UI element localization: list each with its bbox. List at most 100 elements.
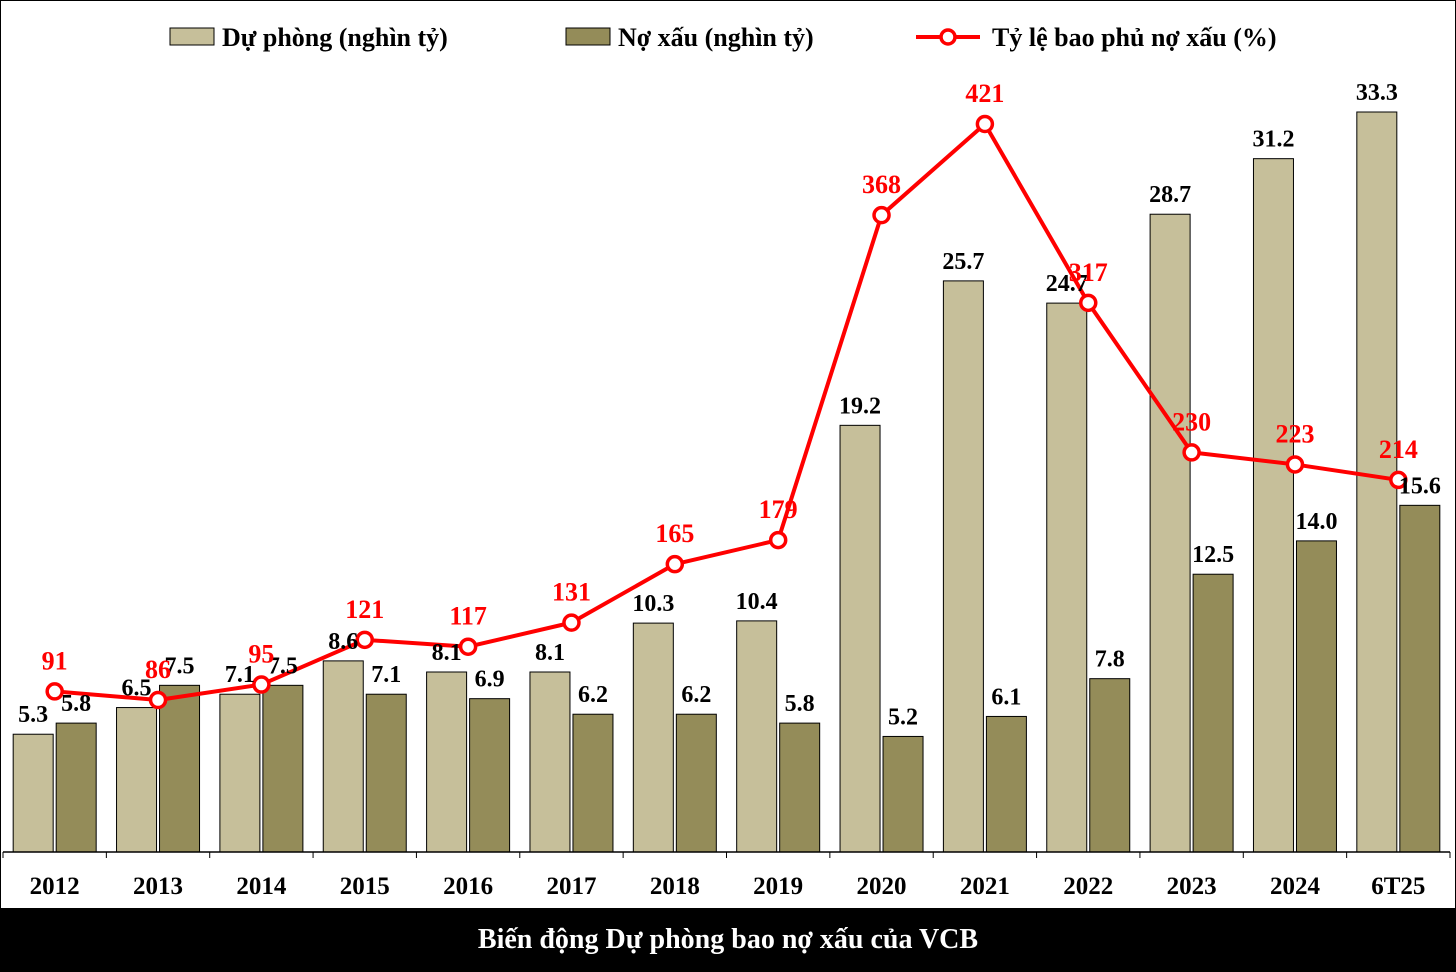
legend: Dự phòng (nghìn tỷ) Nợ xấu (nghìn tỷ) Tỷ… [169,23,1277,52]
bar-npl-2018 [675,713,717,853]
label-provision-2021: 25.7 [942,249,984,275]
bar-provision-2013 [116,707,158,853]
coverage-point-2019 [768,530,788,550]
bar-provision-2015 [322,660,364,853]
label-npl-2012: 5.8 [61,691,91,717]
label-coverage-2012: 91 [42,646,68,675]
label-coverage-2017: 131 [552,578,591,607]
label-npl-2017: 6.2 [578,682,608,708]
legend-marker-coverage [939,28,957,46]
bar-npl-2019 [779,722,821,853]
bar-npl-2020 [882,735,924,853]
coverage-point-2014 [252,675,271,694]
bar-npl-2013 [159,684,201,853]
label-provision-2022: 24.7 [1046,271,1088,297]
chart-canvas: Dự phòng (nghìn tỷ) Nợ xấu (nghìn tỷ) Tỷ… [2,23,1451,900]
chart-caption: Biến động Dự phòng bao nợ xấu của VCB [0,908,1456,972]
coverage-point-2015 [355,630,374,650]
coverage-point-2020 [872,205,891,225]
coverage-point-2024 [1285,455,1305,474]
label-provision-2019: 10.4 [736,589,778,615]
bar-npl-2016 [469,698,511,853]
label-provision-2020: 19.2 [839,393,881,419]
coverage-point-6T25 [1389,470,1408,490]
label-npl-2024: 14.0 [1295,509,1337,535]
legend-label-coverage: Tỷ lệ bao phủ nợ xấu (%) [992,23,1277,52]
bar-provision-2022 [1046,302,1088,853]
label-coverage-6T25: 214 [1379,435,1418,464]
bar-provision-2016 [426,671,468,853]
x-tick-label-2024: 2024 [1270,873,1321,900]
bar-npl-2023 [1192,573,1234,853]
x-tick-label-6T25: 6T25 [1371,873,1425,900]
label-provision-2013: 6.5 [122,676,152,702]
legend-swatch-provision [169,27,215,46]
bar-npl-2015 [365,693,407,853]
x-tick-label-2012: 2012 [30,873,80,900]
label-coverage-2022: 317 [1069,258,1108,287]
x-tick-label-2018: 2018 [650,873,700,900]
label-coverage-2019: 179 [759,495,798,524]
legend-label-npl: Nợ xấu (nghìn tỷ) [618,23,814,52]
label-coverage-2021: 421 [965,79,1004,108]
coverage-point-2012 [45,682,64,701]
bar-npl-2014 [262,684,304,853]
label-npl-6T25: 15.6 [1399,473,1441,499]
bar-npl-2022 [1089,678,1131,853]
label-coverage-2015: 121 [345,595,384,624]
coverage-point-2013 [148,690,168,710]
label-npl-2013: 7.5 [165,653,195,679]
label-provision-2024: 31.2 [1252,127,1294,153]
label-npl-2016: 6.9 [475,667,505,693]
x-tick-label-2019: 2019 [753,873,803,900]
bar-npl-2012 [55,722,97,853]
bar-npl-2017 [572,713,614,853]
label-provision-2015: 8.6 [328,629,358,655]
bar-provision-2020 [839,424,881,853]
coverage-line-path [54,122,1399,702]
legend-label-provision: Dự phòng (nghìn tỷ) [222,23,448,52]
label-npl-2021: 6.1 [991,684,1021,710]
label-coverage-2013: 86 [145,655,171,684]
label-coverage-2016: 117 [449,602,487,631]
coverage-point-2022 [1079,293,1098,313]
data-labels: 5.3 5.8 6.5 7.5 7.1 7.5 8.6 7.1 8.1 6.9 8.1 6.2 10.3… [18,79,1441,730]
x-tick-label-2020: 2020 [857,873,907,900]
label-provision-2014: 7.1 [225,662,255,688]
bar-provision-2012 [12,733,54,853]
label-provision-2023: 28.7 [1149,182,1191,208]
label-coverage-2020: 368 [862,170,901,199]
label-npl-2020: 5.2 [888,704,918,730]
label-coverage-2023: 230 [1172,407,1211,436]
label-coverage-2024: 223 [1275,419,1314,448]
x-axis: 2012 2013 2014 2015 2016 2017 2018 2019 2020 2021… [2,851,1451,900]
coverage-point-2017 [562,613,581,632]
coverage-point-2018 [665,554,685,574]
x-tick-label-2021: 2021 [960,873,1010,900]
coverage-point-2023 [1182,443,1201,462]
bar-npl-2024 [1295,540,1337,853]
coverage-point-2021 [975,114,995,134]
label-npl-2015: 7.1 [371,662,401,688]
label-npl-2019: 5.8 [785,691,815,717]
x-tick-label-2017: 2017 [546,873,596,900]
label-npl-2022: 7.8 [1095,647,1125,673]
bar-provision-2017 [529,671,571,853]
series-provision-bars [12,111,1398,853]
x-tick-label-2015: 2015 [340,873,390,900]
label-provision-2012: 5.3 [18,702,48,728]
bar-provision-2024 [1252,158,1294,853]
x-tick-label-2014: 2014 [236,873,287,900]
bar-npl-2021 [985,715,1027,853]
series-coverage-line [45,114,1408,710]
label-provision-2017: 8.1 [535,640,565,666]
bar-provision-2014 [219,693,261,853]
bar-provision-2018 [632,622,674,853]
label-coverage-2014: 95 [248,640,274,669]
bar-provision-2023 [1149,213,1191,853]
label-npl-2023: 12.5 [1192,542,1234,568]
label-npl-2014: 7.5 [268,653,298,679]
bar-npl-6T25 [1399,504,1441,853]
label-provision-2016: 8.1 [432,640,462,666]
x-tick-label-2016: 2016 [443,873,493,900]
